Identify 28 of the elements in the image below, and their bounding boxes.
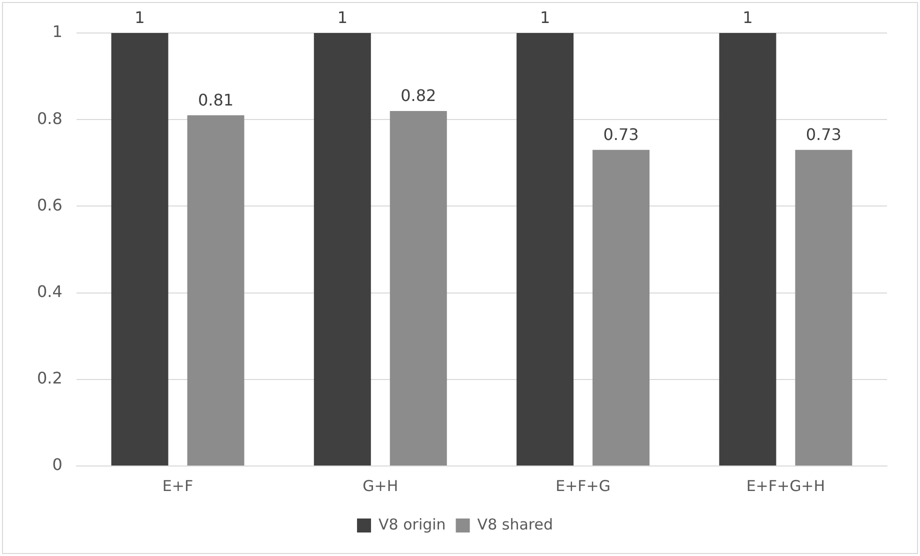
bar (187, 115, 244, 466)
data-label: 1 (742, 8, 753, 28)
bar (516, 33, 574, 466)
bar (719, 33, 776, 466)
data-label: 0.73 (603, 125, 639, 144)
legend-label: V8 shared (477, 515, 553, 534)
y-tick-label: 1 (52, 22, 62, 42)
x-tick-label: E+F+G (556, 476, 610, 495)
data-label: 1 (540, 8, 550, 28)
bar (314, 33, 371, 466)
x-tick-label: E+F+G+H (746, 476, 826, 495)
y-tick-label: 0.2 (36, 368, 62, 388)
bar (390, 110, 447, 466)
y-tick-label: 0.4 (36, 282, 62, 301)
x-tick-label: G+H (362, 476, 398, 495)
y-tick-label: 0.8 (36, 108, 62, 128)
data-label: 0.82 (400, 86, 436, 106)
y-tick-label: 0 (52, 455, 62, 474)
legend-label: V8 origin (378, 515, 446, 534)
data-label: 0.73 (806, 125, 842, 144)
data-label: 1 (134, 8, 145, 28)
data-label: 1 (337, 8, 348, 28)
x-tick-label: E+F (162, 476, 194, 495)
bar (592, 150, 650, 466)
bar (111, 33, 168, 466)
data-label: 0.81 (198, 90, 234, 110)
bar (795, 150, 852, 466)
y-tick-label: 0.6 (36, 195, 62, 214)
